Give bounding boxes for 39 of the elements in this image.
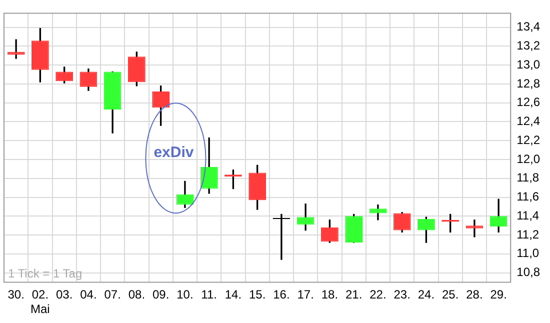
x-tick-label: 24.: [418, 288, 435, 302]
y-tick-label: 11,2: [516, 227, 540, 242]
x-tick-label: 28.: [466, 288, 483, 302]
x-tick-label: 02. Mai: [30, 288, 50, 316]
x-tick-label: 04.: [80, 288, 97, 302]
y-tick-label: 13,4: [516, 20, 540, 34]
y-tick-label: 12,4: [516, 114, 540, 128]
annotation: exDiv: [154, 144, 194, 162]
x-tick-label: 30.: [8, 288, 24, 302]
x-tick-label: 23.: [394, 288, 410, 302]
y-tick-label: 13,0: [516, 57, 540, 72]
y-tick-label: 12,2: [516, 132, 540, 147]
x-tick-label: 03.: [56, 288, 73, 302]
y-tick-label: 11,4: [516, 208, 540, 222]
candlestick: [272, 214, 290, 260]
y-tick-label: 12,0: [516, 152, 540, 166]
x-tick-label: 25.: [442, 288, 459, 302]
y-tick-label: 11,8: [516, 170, 540, 185]
x-tick-label: 07.: [104, 288, 121, 302]
x-tick-label: 18.: [321, 288, 338, 302]
x-tick-label: 16.: [273, 288, 290, 302]
candlestick: [466, 220, 484, 238]
y-tick-label: 12,6: [516, 95, 540, 110]
x-tick-label: 29.: [490, 288, 507, 302]
y-tick-label: 10,8: [516, 265, 540, 280]
annotation: 1 Tick = 1 Tag: [8, 266, 82, 281]
y-tick-label: 11,0: [516, 246, 540, 260]
x-tick-label: 15.: [248, 288, 266, 302]
x-tick-label: 08.: [128, 288, 146, 302]
x-tick-label: 21.: [345, 288, 362, 302]
x-tick-label: 10.: [176, 288, 194, 302]
x-tick-label: 11.: [201, 288, 217, 302]
y-tick-label: 13,2: [516, 38, 540, 53]
x-tick-label: 22.: [370, 288, 386, 302]
x-tick-label: 14.: [224, 288, 242, 302]
x-tick-label: 09.: [152, 288, 170, 302]
y-tick-label: 12,8: [516, 76, 540, 90]
x-tick-label: 17.: [297, 288, 314, 302]
y-tick-label: 11,6: [516, 190, 540, 204]
